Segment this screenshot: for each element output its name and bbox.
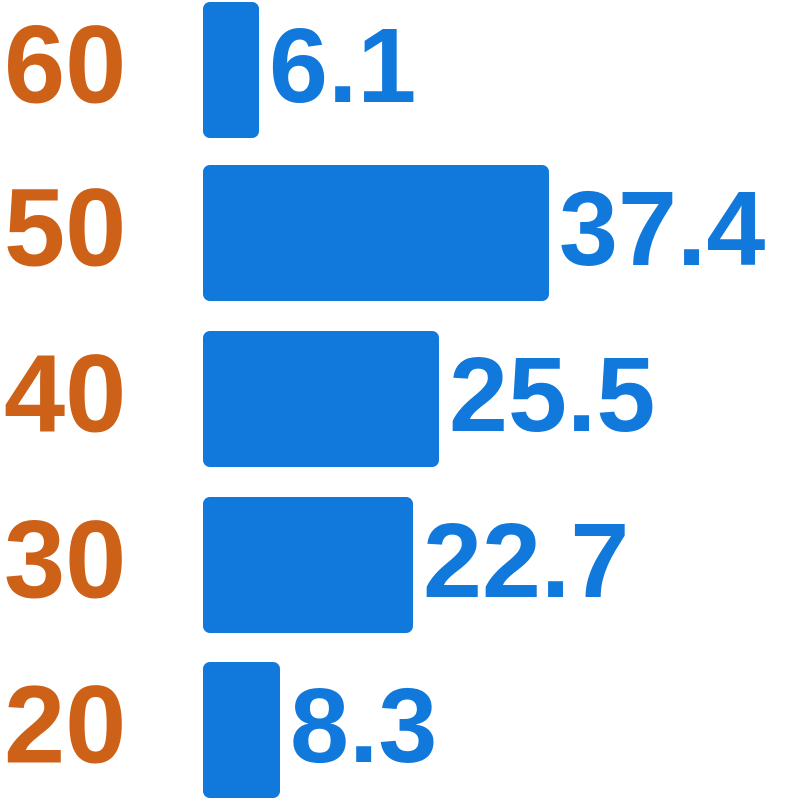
category-tick-label: 30 — [4, 498, 127, 622]
bar-value-label: 8.3 — [290, 666, 438, 785]
bar — [203, 497, 413, 633]
bar — [203, 2, 259, 138]
bar-value-label: 37.4 — [559, 169, 766, 288]
bar-value-label: 25.5 — [449, 335, 656, 454]
bar-value-label: 22.7 — [423, 501, 630, 620]
bar — [203, 331, 439, 467]
category-tick-label: 50 — [4, 166, 127, 290]
category-tick-label: 60 — [4, 3, 127, 127]
category-tick-label: 20 — [4, 663, 127, 787]
bar — [203, 662, 280, 798]
bar-value-label: 6.1 — [269, 6, 417, 125]
category-tick-label: 40 — [4, 332, 127, 456]
bar — [203, 165, 549, 301]
